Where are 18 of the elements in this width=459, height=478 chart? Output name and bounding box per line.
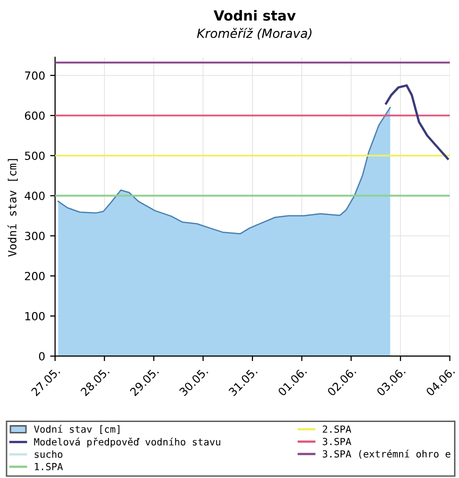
y-tick-label: 600 [24,111,45,120]
y-tick-label: 500 [25,152,45,160]
y-axis-title: Vodní stav [cm] [7,159,18,257]
y-tick-label: 300 [24,232,45,240]
chart-title: Vodni stav [214,10,296,21]
legend-label: 2.SPA [322,425,352,433]
y-tick-label: 200 [24,272,45,280]
legend-label: Vodní stav [cm] [34,424,120,434]
legend-label: 1.SPA [34,462,63,470]
legend-label: 3.SPA (extrémní ohro e [322,450,450,459]
y-tick-label: 700 [25,71,45,80]
legend-label: Modelová předpověď vodního stavu [34,438,220,448]
legend-label: 3.SPA [322,438,352,446]
y-tick-label: 400 [24,192,45,200]
y-tick-label: 100 [25,312,45,320]
legend-label: sucho [34,450,62,458]
chart-subtitle: Kroměříž (Morava) [197,28,312,40]
y-tick-label: 0 [39,352,45,360]
